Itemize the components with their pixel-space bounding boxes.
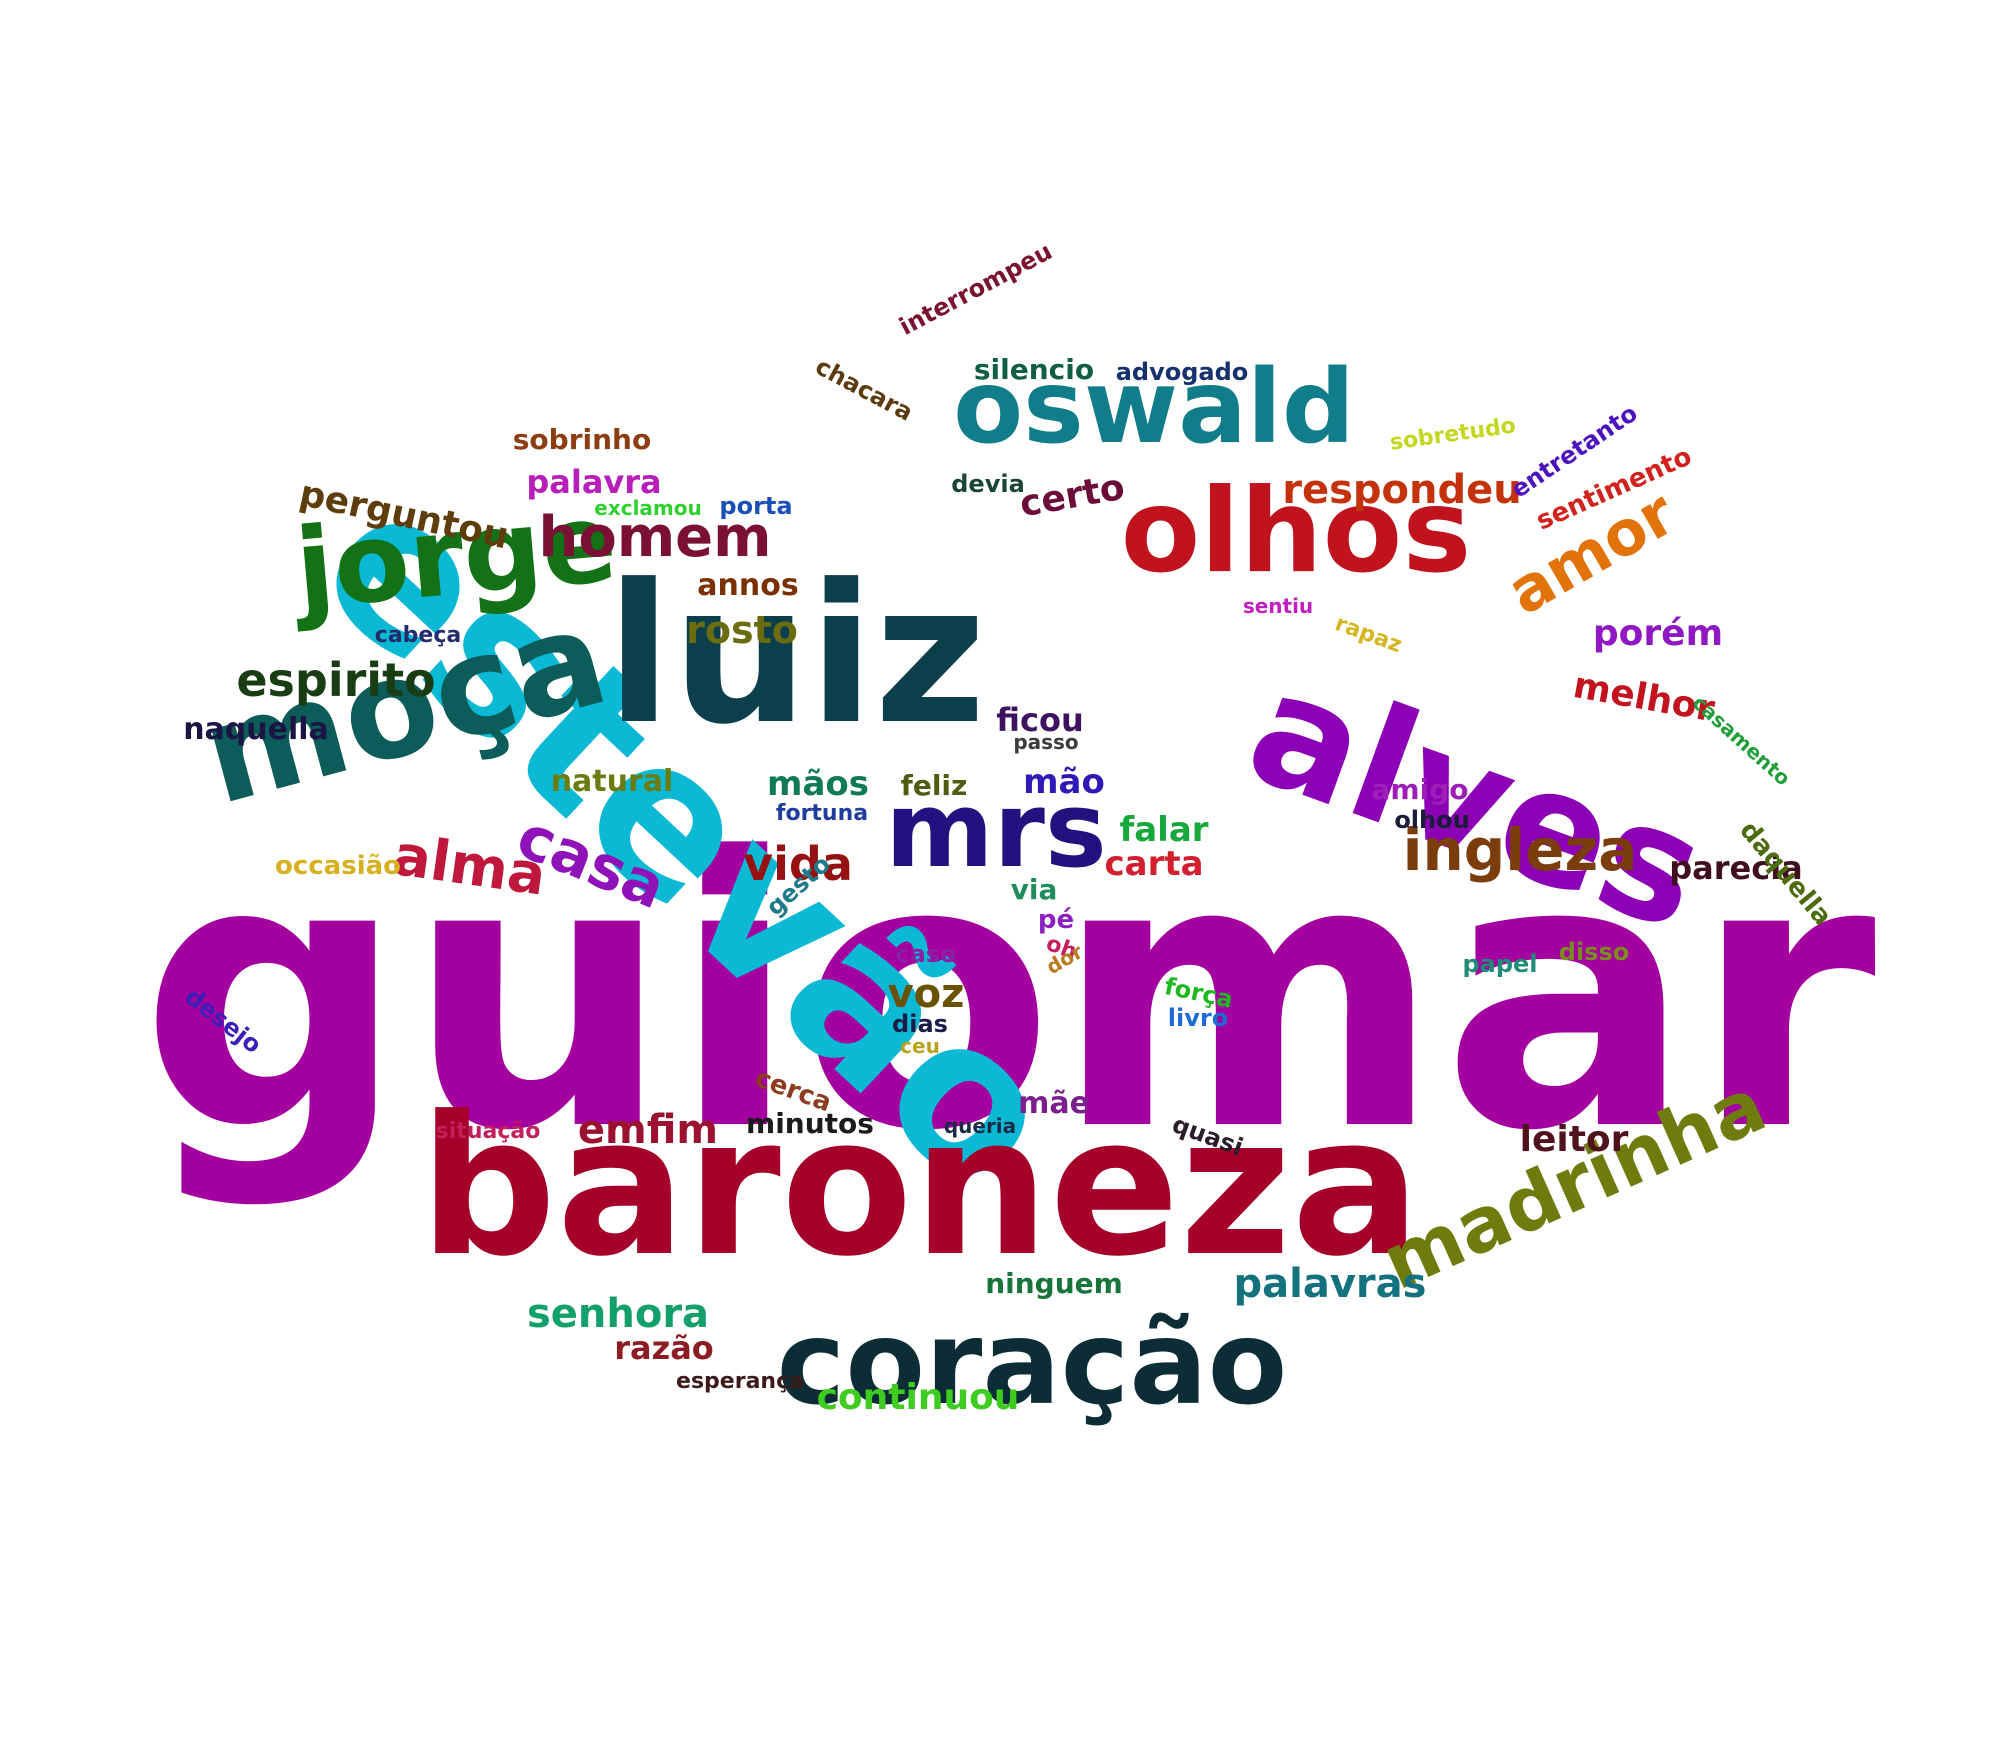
word-naquella: naquella [183,712,329,747]
word-minutos: minutos [746,1107,874,1140]
word-devia: devia [951,470,1025,498]
word-annos: annos [697,568,799,603]
word-papel: papel [1462,950,1538,978]
word-passo: passo [1013,730,1079,754]
word-olhos: olhos [1120,464,1472,599]
word-ceu: ceu [900,1034,940,1058]
word-palavras: palavras [1233,1261,1427,1307]
word-ficou: ficou [996,701,1084,739]
word-feliz: feliz [900,769,968,802]
word-sentiu: sentiu [1242,594,1314,618]
word-occasiao: occasião [274,851,402,881]
word-ingleza: ingleza [1402,816,1638,884]
word-ninguem: ninguem [985,1267,1123,1300]
word-senhora: senhora [526,1291,710,1337]
word-natural: natural [550,764,674,799]
word-porem: porém [1592,613,1724,654]
word-maos: mãos [767,764,869,804]
word-melhor: melhor [1570,665,1718,731]
word-oswald: oswald [953,348,1355,467]
word-coracao: coração [776,1296,1288,1431]
word-baroneza: baroneza [419,1076,1421,1299]
word-livro: livro [1167,1004,1229,1032]
word-respondeu: respondeu [1282,467,1522,513]
word-guiomar: guiomar [139,779,1877,1212]
word-disso: disso [1558,938,1630,966]
word-olhou: olhou [1394,806,1470,834]
word-certo: certo [1016,466,1128,526]
word-vida: vida [743,837,853,891]
word-porta: porta [719,492,793,520]
word-cabeca: cabeça [374,623,462,648]
word-leitor: leitor [1519,1119,1629,1160]
word-caso: caso [895,940,957,968]
word-razao: razão [614,1329,714,1367]
word-queria: queria [943,1114,1017,1138]
word-sobrinho: sobrinho [512,423,652,456]
word-silencio: silencio [973,353,1095,386]
word-amigo: amigo [1371,773,1469,806]
word-via: via [1010,873,1058,906]
word-rapaz: rapaz [1331,611,1406,659]
word-esperanca: esperança [676,1369,804,1394]
word-chacara: chacara [810,352,918,427]
word-palavra: palavra [526,463,662,501]
word-mae: mãe [1018,1086,1090,1121]
word-falar: falar [1119,810,1209,850]
word-fortuna: fortuna [775,801,869,826]
word-mao: mão [1023,762,1105,802]
word-sobretudo: sobretudo [1388,413,1518,456]
word-espirito: espirito [236,653,436,707]
word-exclamou: exclamou [594,496,702,520]
word-voz: voz [887,971,965,1017]
word-pe: pé [1037,905,1075,935]
word-situacao: situação [435,1119,541,1144]
word-homem: homem [538,505,772,570]
word-advogado: advogado [1115,358,1249,386]
word-emfim: emfim [577,1107,719,1153]
word-continuou: continuou [816,1377,1020,1418]
word-dias: dias [892,1010,948,1038]
word-mrs: mrs [885,769,1107,891]
word-casamento: casamento [1687,690,1796,791]
word-rosto: rosto [686,608,798,652]
word-interrompeu: interrompeu [894,236,1057,341]
word-carta: carta [1104,844,1204,884]
word-parecia: parecia [1669,849,1803,887]
word-luiz: luiz [605,544,987,767]
